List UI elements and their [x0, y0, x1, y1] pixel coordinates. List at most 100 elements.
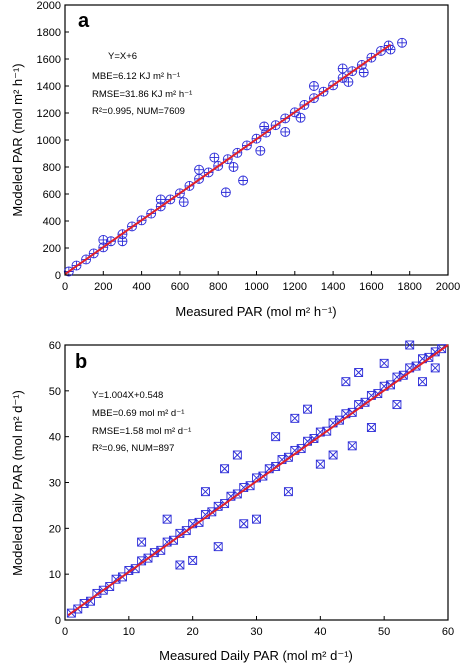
y-tick-label-b: 20 — [49, 523, 61, 535]
data-point — [354, 368, 364, 377]
y-tick-label-a: 800 — [43, 162, 61, 174]
y-tick-label-b: 30 — [49, 478, 61, 490]
data-point — [175, 560, 185, 570]
data-point — [430, 363, 440, 373]
y-tick-label-a: 600 — [43, 189, 61, 201]
data-point — [252, 514, 261, 524]
annotation-equation-a: Y=X+6 — [108, 51, 137, 62]
data-point — [315, 459, 325, 469]
y-tick-label-a: 400 — [43, 216, 61, 228]
data-point — [209, 152, 220, 163]
y-tick-label-a: 0 — [55, 270, 61, 282]
panel-label-b: b — [75, 351, 87, 373]
data-point — [239, 519, 249, 529]
x-tick-label-a: 800 — [209, 281, 227, 293]
x-tick-label-a: 400 — [132, 281, 150, 293]
x-tick-label-b: 30 — [250, 626, 262, 638]
annotation-r2-b: R²=0.96, NUM=897 — [92, 443, 174, 454]
annotation-mbe-a: MBE=6.12 KJ m² h⁻¹ — [92, 71, 180, 82]
data-point — [337, 63, 348, 74]
data-point — [295, 112, 306, 123]
y-tick-label-a: 1600 — [37, 54, 61, 66]
data-point — [238, 175, 249, 186]
data-point — [213, 542, 223, 552]
y-tick-label-a: 1000 — [37, 135, 61, 147]
fit-line-a — [64, 43, 392, 276]
annotation-r2-a: R²=0.995, NUM=7609 — [92, 106, 185, 117]
x-axis-title-a: Measured PAR (mol m² h⁻¹) — [175, 304, 336, 319]
data-point — [228, 162, 239, 172]
data-point — [255, 145, 266, 156]
x-tick-label-a: 1400 — [321, 281, 345, 293]
data-points-a — [63, 37, 407, 277]
y-tick-label-b: 60 — [49, 340, 61, 352]
data-point — [220, 187, 231, 198]
x-tick-label-a: 2000 — [436, 281, 460, 293]
annotation-rmse-a: RMSE=31.86 KJ m² h⁻¹ — [92, 89, 192, 100]
data-point — [232, 450, 242, 460]
ticks-b: 0 10 20 30 40 50 60 0 10 20 30 40 50 60 — [49, 340, 454, 638]
data-point — [98, 234, 109, 245]
y-axis-title-b: Modeled Daily PAR (mol m² d⁻¹) — [10, 390, 25, 576]
x-tick-label-a: 200 — [94, 281, 112, 293]
data-point — [200, 487, 210, 497]
data-points-b — [66, 340, 447, 618]
data-point — [188, 555, 198, 565]
y-axis-title-a: Modeled PAR (mol m² h⁻¹) — [10, 63, 25, 216]
data-point — [328, 450, 338, 460]
y-tick-label-b: 40 — [49, 432, 61, 444]
panel-b-scatter-chart: 0 10 20 30 40 50 60 0 10 20 30 40 50 60 b Y=1.004X+0.… — [10, 340, 454, 663]
data-point — [366, 423, 376, 432]
x-tick-label-b: 20 — [187, 626, 199, 638]
y-tick-label-b: 50 — [49, 386, 61, 398]
data-point — [418, 377, 427, 387]
data-point — [220, 464, 230, 474]
annotation-equation-b: Y=1.004X+0.548 — [92, 390, 163, 401]
annotation-rmse-b: RMSE=1.58 mol m² d⁻¹ — [92, 426, 191, 437]
ticks-a: 0 200 400 600 800 1000 1200 1400 1600 1800 2000 0 20… — [37, 0, 461, 293]
data-point — [162, 514, 172, 524]
panel-a-scatter-chart: 0 200 400 600 800 1000 1200 1400 1600 1800 2000 0 20… — [10, 0, 460, 319]
data-point — [385, 44, 396, 55]
x-tick-label-a: 1200 — [283, 281, 307, 293]
x-axis-title-b: Measured Daily PAR (mol m² d⁻¹) — [159, 648, 353, 663]
data-point — [397, 37, 407, 48]
x-tick-label-b: 50 — [378, 626, 390, 638]
data-point — [303, 404, 313, 414]
data-point — [259, 121, 270, 132]
x-tick-label-b: 0 — [62, 626, 68, 638]
y-tick-label-a: 1400 — [37, 81, 61, 93]
data-point — [280, 126, 291, 137]
data-point — [405, 340, 415, 350]
x-tick-label-a: 1000 — [244, 281, 268, 293]
data-point — [137, 537, 147, 547]
y-tick-label-a: 1200 — [37, 108, 61, 120]
x-tick-label-a: 1600 — [359, 281, 383, 293]
x-tick-label-b: 40 — [314, 626, 326, 638]
data-point — [290, 413, 300, 423]
y-tick-label-a: 2000 — [37, 0, 61, 12]
x-tick-label-b: 60 — [442, 626, 454, 638]
data-point — [358, 67, 369, 78]
data-point — [379, 358, 389, 368]
y-tick-label-b: 10 — [49, 569, 61, 581]
panel-label-a: a — [78, 10, 90, 32]
data-point — [155, 194, 166, 205]
data-point — [271, 432, 281, 442]
x-tick-label-a: 0 — [62, 281, 68, 293]
data-point — [347, 441, 357, 451]
data-point — [117, 236, 128, 247]
annotation-mbe-b: MBE=0.69 mol m² d⁻¹ — [92, 408, 184, 419]
data-point — [178, 197, 189, 208]
x-tick-label-a: 1800 — [397, 281, 421, 293]
x-tick-label-a: 600 — [171, 281, 189, 293]
data-point — [343, 76, 354, 87]
fit-line-b — [67, 344, 449, 617]
x-tick-label-b: 10 — [123, 626, 135, 638]
y-tick-label-a: 1800 — [37, 27, 61, 39]
data-point — [341, 377, 351, 387]
data-point — [194, 164, 205, 175]
data-point — [309, 81, 319, 91]
data-point — [392, 400, 402, 410]
